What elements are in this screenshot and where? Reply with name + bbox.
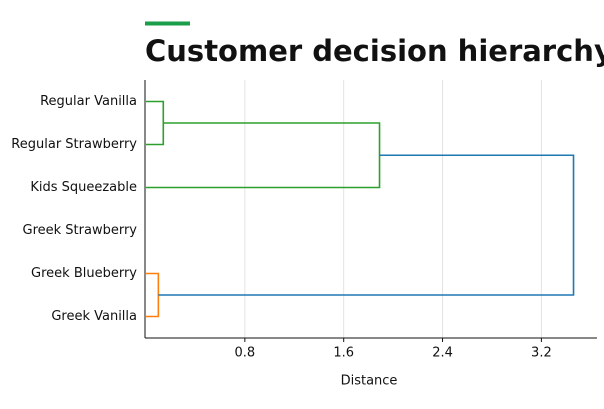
leaf-label: Greek Vanilla [51,309,137,324]
leaf-label: Greek Blueberry [31,266,137,281]
dendrogram-link [146,122,381,189]
leaf-label: Greek Strawberry [23,223,138,238]
x-axis-label: Distance [341,374,398,389]
leaf-label: Kids Squeezable [30,180,137,195]
title-accent [145,21,190,26]
leaf-label: Regular Vanilla [40,94,137,109]
x-tick-label: 3.2 [531,346,552,361]
dendrogram-link [158,154,575,296]
x-tick-label: 1.6 [333,346,354,361]
leaf-label: Regular Strawberry [11,137,137,152]
x-tick-label: 2.4 [432,346,453,361]
dendrogram-link [146,100,165,146]
x-tick-label: 0.8 [235,346,256,361]
dendrogram-link [146,272,160,318]
chart-title: Customer decision hierarchy [145,34,604,68]
